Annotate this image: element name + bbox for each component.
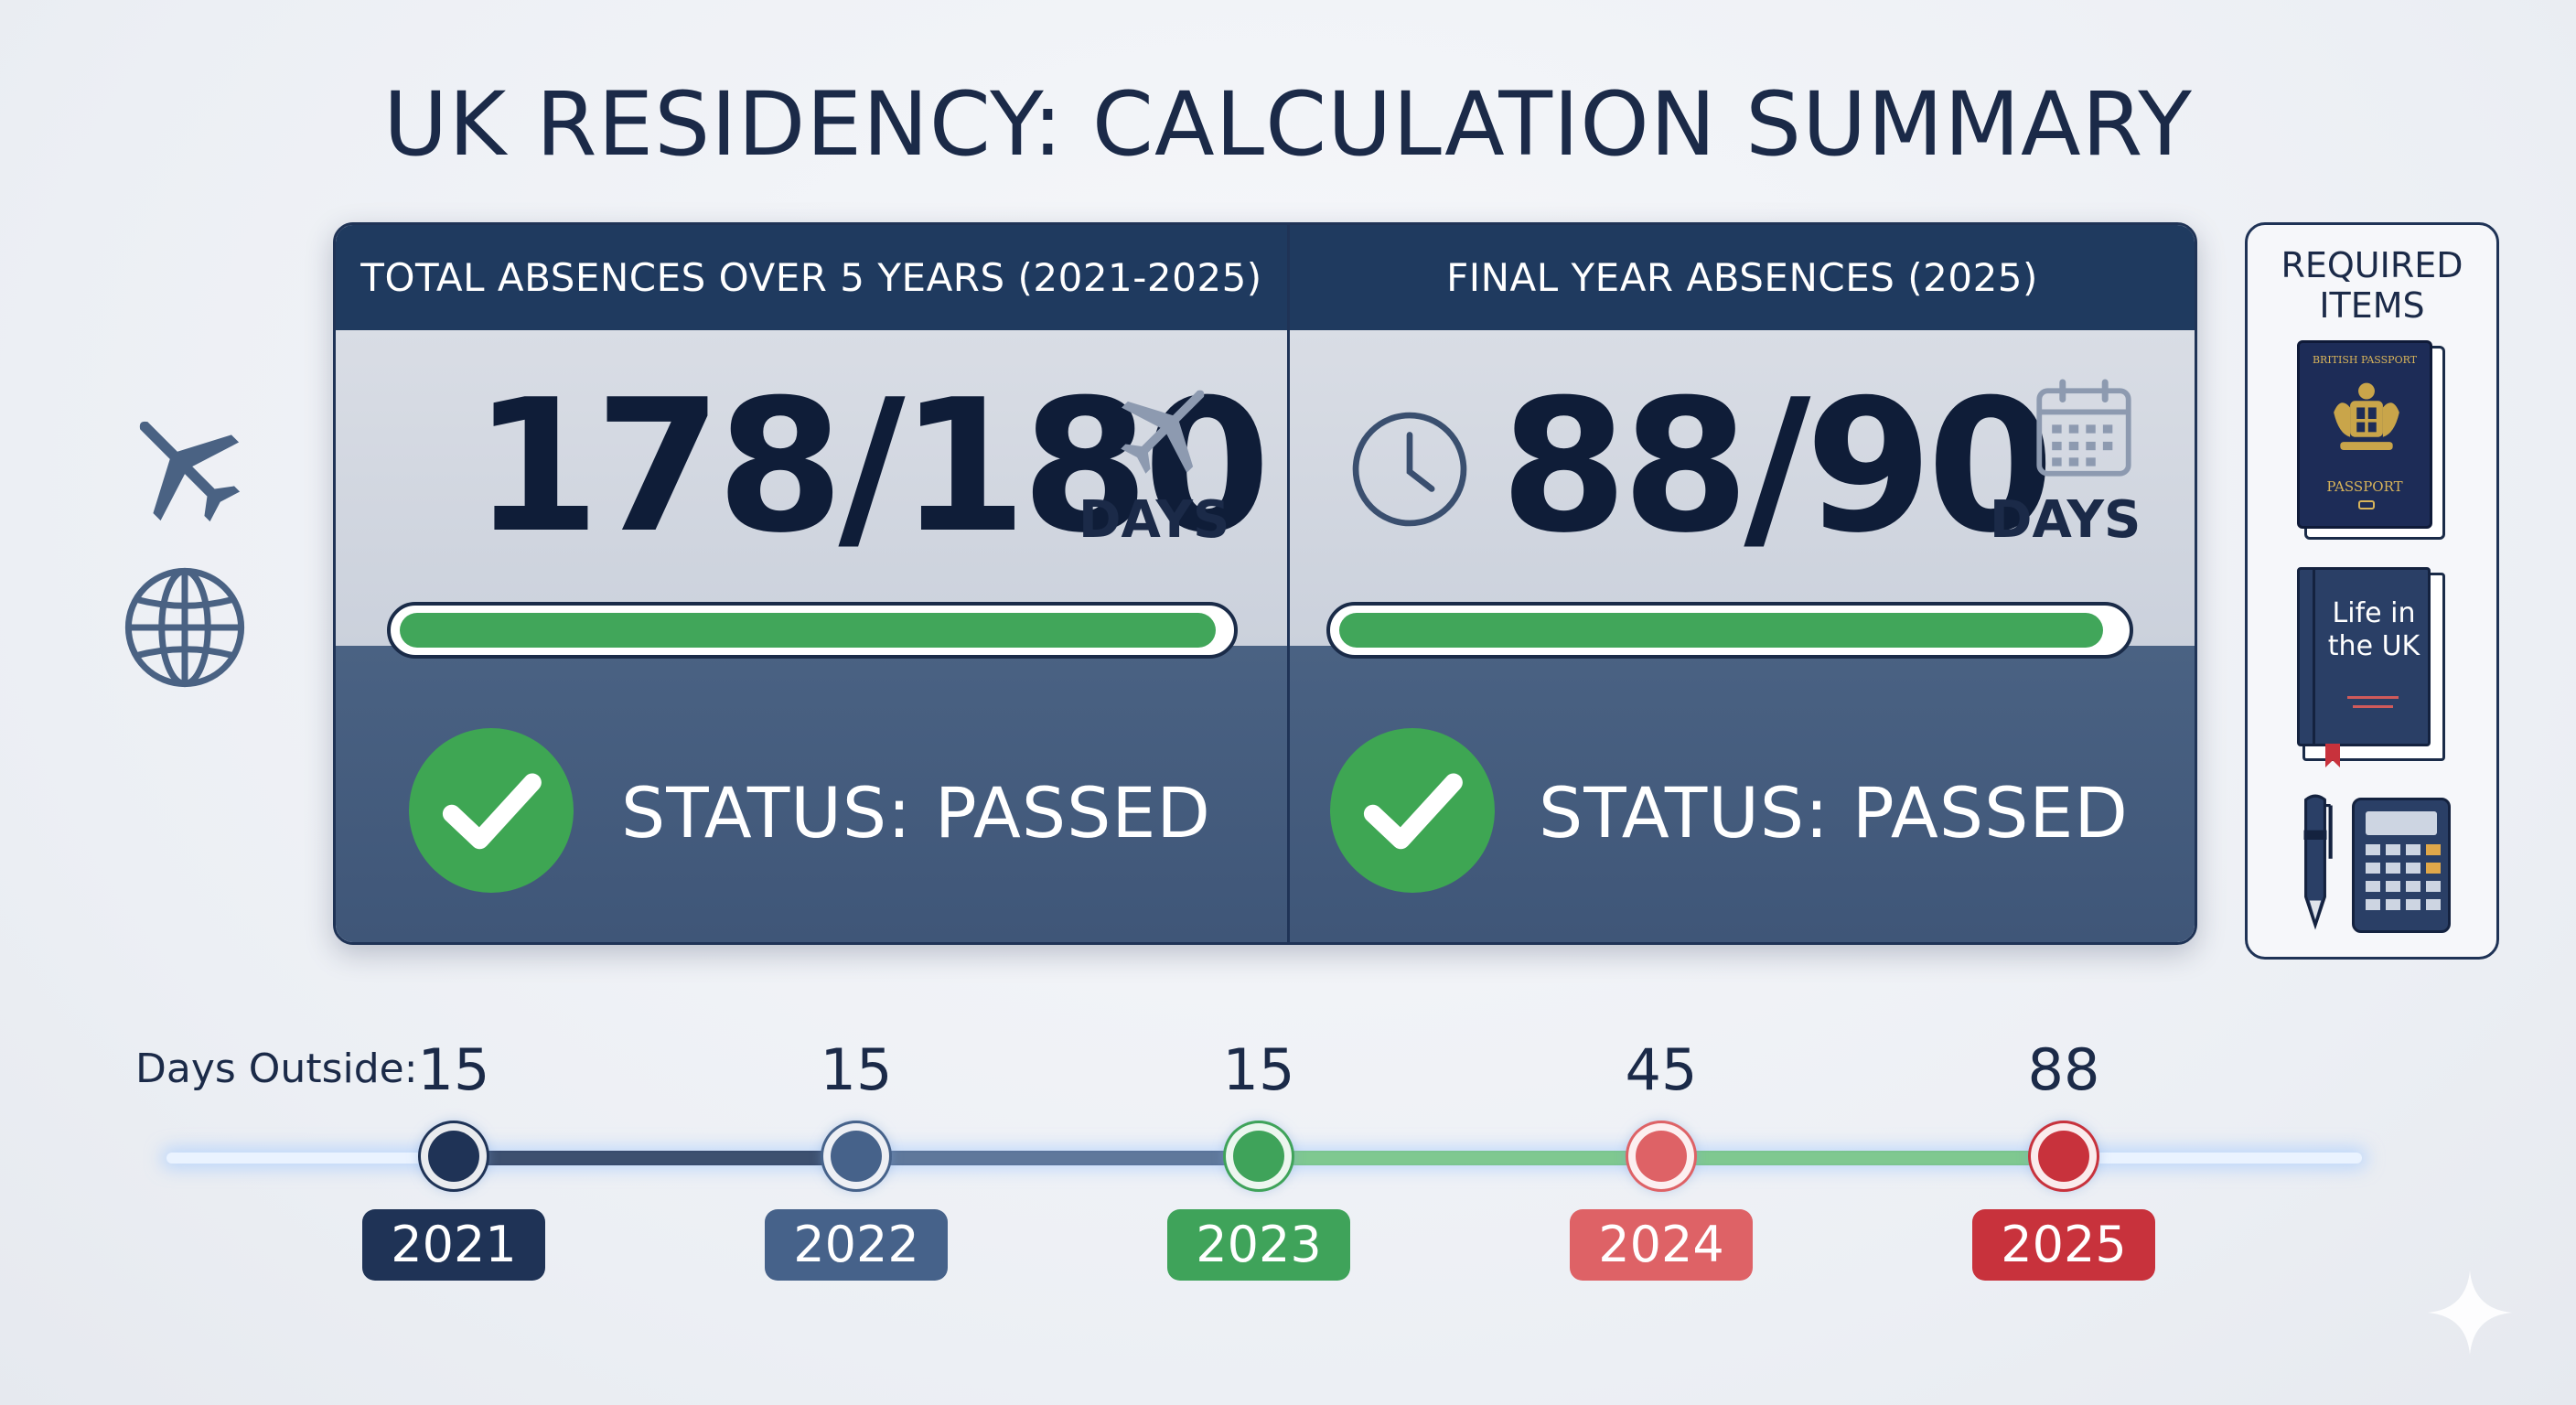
days-outside-label: Days Outside:: [135, 1046, 418, 1092]
days-outside-value: 15: [417, 1036, 490, 1103]
year-badge: 2023: [1167, 1209, 1350, 1281]
timeline-dot: [421, 1123, 487, 1189]
days-outside-value: 88: [2027, 1036, 2100, 1103]
progress-fill: [1339, 613, 2103, 648]
required-items-panel: REQUIRED ITEMS BRITISH PASSPORT PASSPORT: [2245, 222, 2499, 960]
required-items-title: REQUIRED ITEMS: [2281, 245, 2463, 326]
status-text: STATUS: PASSED: [1539, 772, 2129, 853]
timeline-segment: [1259, 1151, 1661, 1165]
final-year-progress-bar: [1326, 602, 2133, 659]
timeline-dot: [2031, 1123, 2097, 1189]
days-unit: DAYS: [1079, 490, 1230, 550]
page-title: UK RESIDENCY: CALCULATION SUMMARY: [383, 73, 2193, 176]
year-badge: 2022: [765, 1209, 948, 1281]
status-text: STATUS: PASSED: [621, 772, 1211, 853]
year-badge: 2021: [362, 1209, 545, 1281]
timeline-dot: [1226, 1123, 1292, 1189]
total-absences-value: 178/180: [473, 360, 1271, 574]
days-outside-value: 15: [820, 1036, 893, 1103]
year-badge: 2024: [1570, 1209, 1753, 1281]
summary-card: TOTAL ABSENCES OVER 5 YEARS (2021-2025) …: [333, 222, 2197, 945]
panel-header: FINAL YEAR ABSENCES (2025): [1290, 225, 2195, 330]
clock-icon: [1352, 412, 1467, 527]
check-icon: [409, 728, 574, 893]
timeline-segment: [856, 1151, 1259, 1165]
calendar-icon: [2036, 379, 2131, 477]
days-outside-value: 15: [1222, 1036, 1295, 1103]
progress-fill: [400, 613, 1216, 648]
timeline-segment: [454, 1151, 856, 1165]
panel-header: TOTAL ABSENCES OVER 5 YEARS (2021-2025): [336, 225, 1287, 330]
life-in-the-uk-book-icon: Life in the UK: [2297, 567, 2445, 767]
timeline-segment: [1661, 1151, 2064, 1165]
final-year-value: 88/90: [1500, 360, 2055, 574]
timeline-dot: [823, 1123, 889, 1189]
panel-divider: [1287, 225, 1290, 942]
final-year-panel: FINAL YEAR ABSENCES (2025) 88/90 DAYS: [1290, 225, 2195, 942]
airplane-icon: [1121, 390, 1205, 474]
passport-icon: BRITISH PASSPORT PASSPORT: [2297, 340, 2445, 540]
timeline-dot: [1628, 1123, 1694, 1189]
total-absences-panel: TOTAL ABSENCES OVER 5 YEARS (2021-2025) …: [336, 225, 1287, 942]
airplane-icon: [139, 421, 241, 522]
total-absences-progress-bar: [387, 602, 1238, 659]
calculator-icon: [2352, 798, 2451, 933]
year-badge: 2025: [1972, 1209, 2155, 1281]
sparkle-icon: [2428, 1271, 2512, 1355]
days-unit: DAYS: [1990, 490, 2141, 550]
globe-icon: [124, 567, 245, 688]
pen-icon: [2303, 794, 2333, 930]
days-outside-value: 45: [1625, 1036, 1698, 1103]
check-icon: [1330, 728, 1495, 893]
